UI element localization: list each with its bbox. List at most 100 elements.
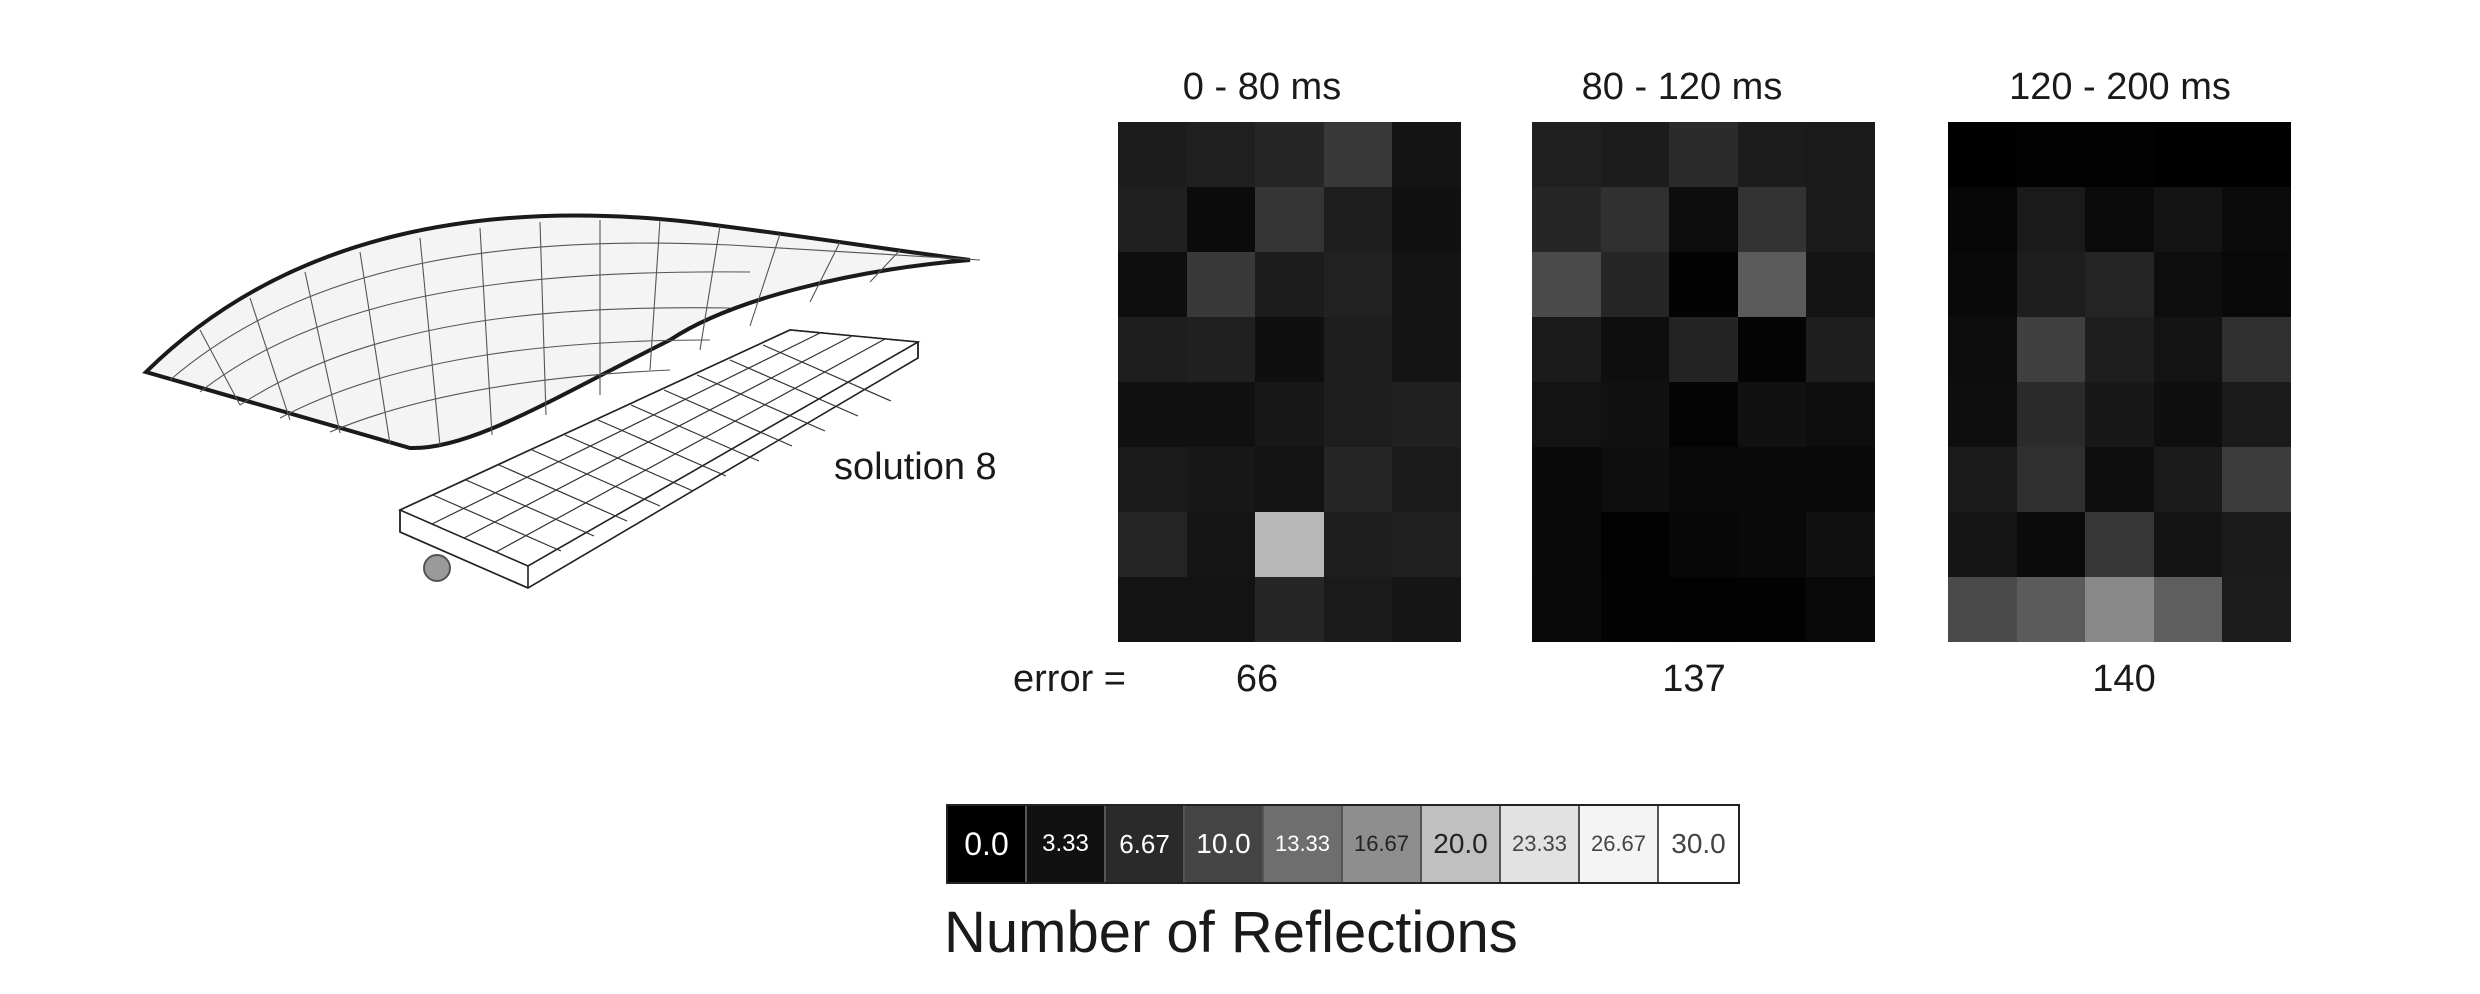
legend-step-label: 0.0 bbox=[964, 826, 1009, 862]
heatmap-cell-r6-c5 bbox=[1806, 447, 1875, 512]
heatmap-cell-r5-c5 bbox=[2222, 382, 2291, 447]
legend-step-7: 23.33 bbox=[1501, 806, 1580, 882]
heatmap-cell-r2-c5 bbox=[1806, 187, 1875, 252]
heatmap-cell-r2-c3 bbox=[1255, 187, 1324, 252]
heatmap-cell-r7-c4 bbox=[2153, 512, 2223, 577]
heatmap-cell-r5-c3 bbox=[2085, 382, 2154, 447]
heatmap-cell-r4-c1 bbox=[1532, 317, 1601, 382]
heatmap-cell-r8-c4 bbox=[1737, 577, 1807, 642]
legend-step-3: 10.0 bbox=[1185, 806, 1264, 882]
heatmap-cell-r3-c3 bbox=[1669, 252, 1738, 317]
heatmap-cell-r4-c5 bbox=[1392, 317, 1461, 382]
heatmap-cell-r8-c1 bbox=[1948, 577, 2017, 642]
heatmap-cell-r5-c3 bbox=[1255, 382, 1324, 447]
legend-step-label: 10.0 bbox=[1196, 828, 1251, 859]
heatmap-cell-r6-c4 bbox=[1323, 447, 1393, 512]
heatmap-cell-r7-c4 bbox=[1323, 512, 1393, 577]
heatmap-cell-r2-c1 bbox=[1948, 187, 2017, 252]
heatmap-cell-r3-c1 bbox=[1532, 252, 1601, 317]
legend-step-label: 16.67 bbox=[1353, 831, 1410, 856]
heatmap-cell-r8-c3 bbox=[1255, 577, 1324, 642]
heatmap-cell-r7-c4 bbox=[1737, 512, 1807, 577]
heatmap-cell-r7-c5 bbox=[1392, 512, 1461, 577]
heatmap-cell-r5-c5 bbox=[1806, 382, 1875, 447]
heatmap-cell-r6-c4 bbox=[2153, 447, 2223, 512]
legend-step-5: 16.67 bbox=[1343, 806, 1422, 882]
heatmap-cell-r6-c4 bbox=[1737, 447, 1807, 512]
heatmap-cell-r4-c4 bbox=[1323, 317, 1393, 382]
heatmap-cell-r7-c1 bbox=[1948, 512, 2017, 577]
legend-step-label: 13.33 bbox=[1274, 831, 1331, 856]
heatmap-cell-r5-c3 bbox=[1669, 382, 1738, 447]
panel-title-80-120: 80 - 120 ms bbox=[1581, 66, 1783, 108]
heatmap-cell-r5-c2 bbox=[2016, 382, 2086, 447]
heatmap-cell-r1-c1 bbox=[1532, 122, 1601, 187]
heatmap-cell-r4-c2 bbox=[2016, 317, 2086, 382]
legend-step-label: 23.33 bbox=[1511, 831, 1568, 856]
heatmap-cell-r4-c2 bbox=[1186, 317, 1256, 382]
heatmap-cell-r8-c4 bbox=[2153, 577, 2223, 642]
heatmap-cell-r1-c1 bbox=[1118, 122, 1187, 187]
heatmap-cell-r1-c1 bbox=[1948, 122, 2017, 187]
heatmap-cell-r8-c3 bbox=[1669, 577, 1738, 642]
panel-title-120-200: 120 - 200 ms bbox=[2009, 66, 2231, 108]
heatmap-cell-r8-c5 bbox=[1392, 577, 1461, 642]
error-label: error = bbox=[1013, 658, 1126, 700]
legend-step-1: 3.33 bbox=[1027, 806, 1106, 882]
heatmap-cell-r3-c2 bbox=[1600, 252, 1670, 317]
heatmap-0-80 bbox=[1118, 122, 1461, 642]
heatmap-cell-r3-c4 bbox=[1323, 252, 1393, 317]
heatmap-cell-r7-c2 bbox=[1186, 512, 1256, 577]
heatmap-cell-r3-c2 bbox=[1186, 252, 1256, 317]
heatmap-cell-r2-c1 bbox=[1118, 187, 1187, 252]
heatmap-cell-r5-c4 bbox=[1737, 382, 1807, 447]
heatmap-cell-r2-c2 bbox=[1600, 187, 1670, 252]
heatmap-cell-r7-c5 bbox=[2222, 512, 2291, 577]
heatmap-120-200 bbox=[1948, 122, 2291, 642]
heatmap-cell-r4-c5 bbox=[1806, 317, 1875, 382]
legend-step-6: 20.0 bbox=[1422, 806, 1501, 882]
heatmap-cell-r3-c3 bbox=[1255, 252, 1324, 317]
heatmap-cell-r5-c1 bbox=[1948, 382, 2017, 447]
heatmap-cell-r7-c1 bbox=[1118, 512, 1187, 577]
heatmap-cell-r4-c4 bbox=[1737, 317, 1807, 382]
floor-grid bbox=[431, 332, 892, 553]
heatmap-cell-r1-c2 bbox=[1600, 122, 1670, 187]
heatmap-cell-r3-c5 bbox=[1392, 252, 1461, 317]
heatmap-cell-r7-c5 bbox=[1806, 512, 1875, 577]
heatmap-cell-r6-c1 bbox=[1948, 447, 2017, 512]
heatmap-cell-r3-c5 bbox=[1806, 252, 1875, 317]
heatmap-cell-r7-c1 bbox=[1532, 512, 1601, 577]
heatmap-cell-r6-c1 bbox=[1532, 447, 1601, 512]
heatmap-cell-r5-c1 bbox=[1118, 382, 1187, 447]
heatmap-cell-r2-c4 bbox=[1323, 187, 1393, 252]
heatmap-cell-r2-c2 bbox=[2016, 187, 2086, 252]
heatmap-cell-r5-c1 bbox=[1532, 382, 1601, 447]
heatmap-cell-r6-c3 bbox=[1255, 447, 1324, 512]
heatmap-cell-r8-c2 bbox=[1600, 577, 1670, 642]
heatmap-cell-r1-c4 bbox=[1737, 122, 1807, 187]
source-point bbox=[423, 554, 451, 582]
heatmap-cell-r3-c1 bbox=[1948, 252, 2017, 317]
heatmap-cell-r8-c5 bbox=[2222, 577, 2291, 642]
heatmap-cell-r8-c2 bbox=[2016, 577, 2086, 642]
heatmap-cell-r3-c1 bbox=[1118, 252, 1187, 317]
heatmap-cell-r4-c4 bbox=[2153, 317, 2223, 382]
curved-surface bbox=[142, 213, 981, 451]
heatmap-cell-r6-c1 bbox=[1118, 447, 1187, 512]
heatmap-cell-r3-c4 bbox=[1737, 252, 1807, 317]
error-value-80-120: 137 bbox=[1662, 658, 1726, 700]
heatmap-cell-r1-c2 bbox=[1186, 122, 1256, 187]
legend-step-8: 26.67 bbox=[1580, 806, 1659, 882]
legend-step-label: 20.0 bbox=[1433, 828, 1488, 859]
legend-step-label: 3.33 bbox=[1042, 830, 1089, 857]
heatmap-cell-r6-c3 bbox=[1669, 447, 1738, 512]
legend-step-label: 6.67 bbox=[1119, 829, 1170, 859]
heatmap-cell-r1-c3 bbox=[1669, 122, 1738, 187]
heatmap-cell-r6-c5 bbox=[1392, 447, 1461, 512]
heatmap-cell-r5-c4 bbox=[1323, 382, 1393, 447]
heatmap-cell-r2-c5 bbox=[2222, 187, 2291, 252]
heatmap-cell-r4-c3 bbox=[2085, 317, 2154, 382]
heatmap-cell-r7-c3 bbox=[1255, 512, 1324, 577]
heatmap-cell-r5-c5 bbox=[1392, 382, 1461, 447]
